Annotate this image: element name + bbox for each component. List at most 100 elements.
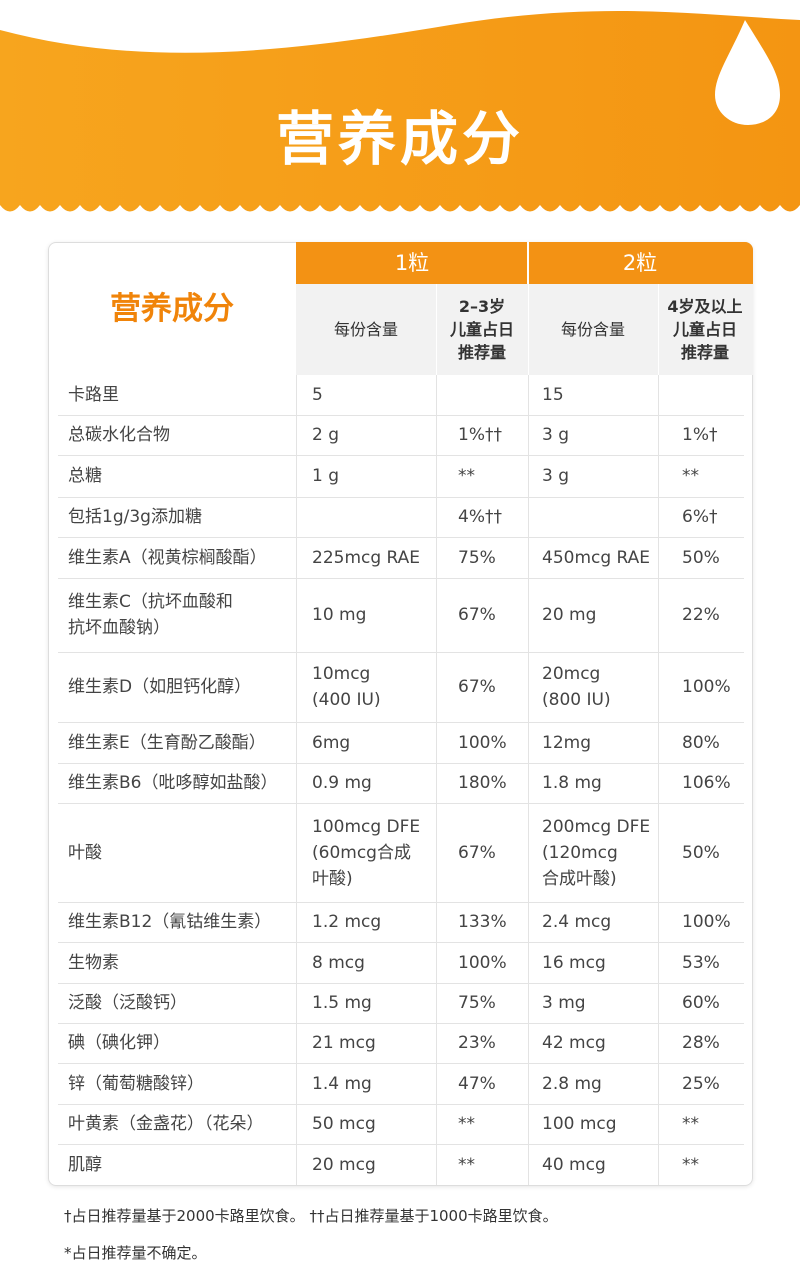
cell: ** [682,466,699,486]
cell: 2.8 mg [542,1073,602,1094]
row-separator [58,722,744,723]
cell: 75% [458,993,496,1013]
cell: 67% [458,605,496,625]
cell: 8 mcg [312,952,365,973]
column-divider [658,1104,659,1144]
cell: 5 [312,385,323,405]
column-divider [658,652,659,722]
cell: 3 mg [542,993,586,1013]
row-label: 维生素D（如胆钙化醇） [68,677,252,697]
column-divider [296,375,297,415]
column-divider [296,537,297,578]
cell: 80% [682,732,720,753]
column-divider [296,497,297,537]
cell: 3 g [542,425,570,445]
cell: 22% [682,605,720,625]
column-divider [528,415,529,455]
column-divider [658,942,659,983]
column-divider [296,455,297,497]
cell: 0.9 mg [312,773,372,793]
row-label: 卡路里 [68,385,119,405]
cell: 1.5 mg [312,993,372,1013]
cell: 20mcg (800 IU) [542,664,611,710]
row-separator [58,763,744,764]
row-label: 总糖 [68,466,102,486]
row-label: 维生素B12（氰钴维生素） [68,912,272,932]
cell: 75% [458,547,496,568]
column-divider [436,1063,437,1104]
row-separator [58,537,744,538]
cell: 67% [458,677,496,697]
column-divider [296,763,297,803]
footnote: *占日推荐量不确定。 [64,1244,207,1262]
cell: 50% [682,547,720,568]
row-label: 维生素A（视黄棕榈酸酯） [68,547,267,568]
cell: 200mcg DFE (120mcg 合成叶酸) [542,816,651,889]
column-divider [528,1063,529,1104]
column-divider [436,537,437,578]
row-label: 维生素B6（吡哆醇如盐酸） [68,773,278,793]
column-divider [296,1023,297,1063]
column-divider [436,455,437,497]
column-divider [658,497,659,537]
cell: ** [458,1154,475,1175]
cell: 42 mcg [542,1033,606,1053]
cell: 6%† [682,507,718,527]
column-divider [528,375,529,415]
column-divider [436,1144,437,1185]
row-separator [58,902,744,903]
row-label: 维生素C（抗坏血酸和 抗坏血酸钠） [68,592,233,638]
column-divider [436,1104,437,1144]
column-divider [658,455,659,497]
column-divider [436,722,437,763]
column-divider [658,803,659,902]
subheader: 每份含量 [560,320,625,339]
column-divider [436,763,437,803]
column-divider [658,537,659,578]
cell: 10 mg [312,605,367,625]
column-divider [658,415,659,455]
row-label: 叶黄素（金盏花）（花朵） [68,1114,264,1134]
cell: 15 [542,385,564,405]
row-separator [58,578,744,579]
column-divider [296,942,297,983]
column-divider [436,652,437,722]
column-divider [296,415,297,455]
cell: 20 mg [542,605,597,625]
column-divider [658,1063,659,1104]
cell: 50 mcg [312,1114,376,1134]
banner: 营养成分 [0,10,800,212]
cell: 100% [682,912,731,932]
column-divider [658,763,659,803]
subheader-bg [296,284,753,375]
column-divider [658,1144,659,1185]
column-divider [528,497,529,537]
cell: 6mg [312,732,351,753]
cell: ** [458,1114,475,1134]
column-divider [296,1144,297,1185]
row-label: 肌醇 [68,1154,102,1175]
column-divider [658,902,659,942]
cell: 67% [458,842,496,863]
cell: 1.4 mg [312,1073,372,1094]
row-label: 总碳水化合物 [68,425,170,445]
column-divider [658,375,659,415]
column-divider [528,1104,529,1144]
cell: 2.4 mcg [542,912,612,932]
column-divider [436,415,437,455]
column-divider [658,983,659,1023]
cell: 53% [682,952,720,973]
cell: 40 mcg [542,1154,606,1175]
column-divider [436,578,437,652]
column-divider [296,902,297,942]
column-divider [436,902,437,942]
row-label: 碘（碘化钾） [68,1033,170,1053]
cell: 100% [458,732,507,753]
row-separator [58,1144,744,1145]
column-divider [296,578,297,652]
cell: 20 mcg [312,1154,376,1175]
cell: 106% [682,773,731,793]
column-divider [528,578,529,652]
cell: 100 mcg [542,1114,617,1134]
